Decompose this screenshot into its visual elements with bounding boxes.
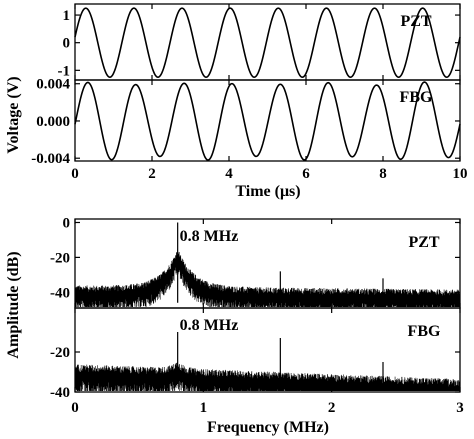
x-tick-label: 1	[200, 400, 208, 416]
time-x-ticks: 0 2 4 6 8 10	[71, 166, 467, 182]
y-tick-label: -1	[58, 63, 71, 79]
y-tick-label: 1	[63, 8, 71, 24]
y-tick-label: -20	[50, 250, 70, 266]
pzt-voltage-panel: 1 0 -1 PZT	[58, 3, 461, 81]
x-tick-label: 0	[71, 166, 79, 182]
y-tick-label: 0.004	[36, 77, 70, 93]
frequency-x-ticks: 0 1 2 3	[71, 400, 464, 416]
pzt-spectrum-panel: 0 -20 -40 0.8 MHz PZT	[50, 215, 461, 309]
x-tick-label: 4	[225, 166, 233, 182]
time-axis-label: Time (μs)	[235, 183, 300, 200]
frequency-axis-label: Frequency (MHz)	[207, 419, 329, 436]
y-tick-label: -20	[50, 345, 70, 361]
x-tick-label: 0	[71, 400, 79, 416]
peak-annotation: 0.8 MHz	[180, 228, 239, 245]
series-label: FBG	[408, 323, 441, 340]
fbg-spectrum-panel: -20 -40 0.8 MHz FBG	[50, 307, 461, 401]
x-tick-label: 3	[456, 400, 464, 416]
y-tick-label: -0.004	[31, 151, 70, 167]
x-tick-label: 8	[379, 166, 387, 182]
fbg-voltage-panel: 0.004 0.000 -0.004 FBG	[31, 77, 461, 167]
y-tick-label: 0	[63, 36, 71, 52]
series-label: PZT	[400, 13, 431, 30]
x-tick-label: 10	[453, 166, 468, 182]
pzt-waveform	[74, 7, 461, 79]
y-tick-label: 0.000	[36, 114, 70, 130]
peak-annotation: 0.8 MHz	[180, 317, 239, 334]
pzt-noise-spectrum	[74, 248, 461, 307]
fbg-waveform	[74, 81, 461, 161]
y-tick-label: -40	[50, 285, 70, 301]
fbg-noise-spectrum	[74, 362, 461, 391]
x-tick-label: 6	[302, 166, 310, 182]
x-tick-label: 2	[148, 166, 156, 182]
series-label: PZT	[408, 234, 439, 251]
voltage-axis-label: Voltage (V)	[5, 76, 22, 153]
amplitude-axis-label: Amplitude (dB)	[5, 251, 22, 358]
panel-frame	[74, 307, 461, 393]
series-label: FBG	[400, 89, 433, 106]
y-tick-label: 0	[63, 215, 71, 231]
y-tick-label: -40	[50, 385, 70, 401]
x-tick-label: 2	[328, 400, 336, 416]
